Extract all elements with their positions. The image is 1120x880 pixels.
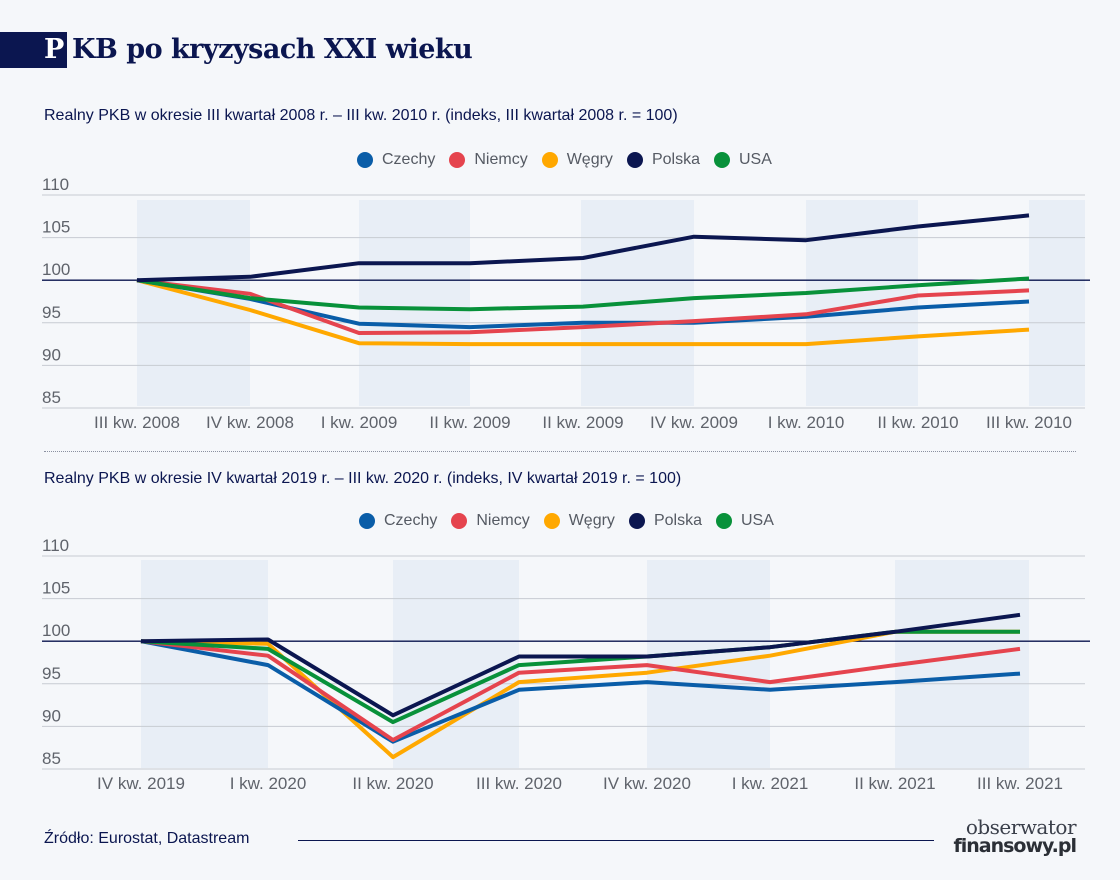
- shaded-band: [141, 560, 268, 768]
- y-tick-label: 100: [42, 621, 70, 640]
- x-tick-label: IV kw. 2008: [206, 413, 294, 432]
- series-line-czechy: [140, 639, 1021, 744]
- x-tick-label: III kw. 2010: [986, 413, 1072, 432]
- legend-item: Polska: [628, 512, 702, 530]
- legend-dot-icon: [713, 152, 730, 168]
- y-tick-label: 105: [42, 579, 70, 598]
- y-tick-label: 110: [42, 175, 69, 194]
- chart1-title: Realny PKB w okresie III kwartał 2008 r.…: [44, 107, 678, 124]
- legend-dot-icon: [449, 152, 466, 168]
- series-line-polska: [136, 213, 1030, 283]
- series-line-węgry: [136, 278, 1030, 347]
- series-line-usa: [136, 276, 1030, 312]
- x-tick-label: IV kw. 2009: [650, 413, 738, 432]
- y-tick-label: 100: [42, 260, 70, 279]
- legend-dot-icon: [715, 513, 732, 529]
- legend-label: USA: [740, 512, 774, 529]
- source-note: Źródło: Eurostat, Datastream: [44, 830, 250, 847]
- x-tick-label: II kw. 2009: [542, 413, 623, 432]
- x-tick-label: III kw. 2008: [94, 413, 180, 432]
- x-tick-label: IV kw. 2019: [97, 774, 185, 793]
- y-tick-label: 95: [42, 664, 61, 683]
- series-line-niemcy: [136, 278, 1030, 335]
- legend-item: Węgry: [543, 512, 615, 530]
- legend-label: Niemcy: [476, 512, 530, 529]
- x-tick-label: I kw. 2021: [732, 774, 809, 793]
- series-line-niemcy: [140, 639, 1021, 742]
- x-tick-label: II kw. 2010: [877, 413, 958, 432]
- legend-dot-icon: [541, 152, 558, 168]
- logo-line1: obserwator: [965, 815, 1077, 839]
- legend-dot-icon: [543, 513, 560, 529]
- series-line-polska: [140, 612, 1021, 718]
- legend-dot-icon: [451, 513, 468, 529]
- legend-item: Niemcy: [449, 151, 528, 169]
- chart2-title: Realny PKB w okresie IV kwartał 2019 r. …: [44, 470, 682, 487]
- title-initial: P: [44, 34, 65, 65]
- x-tick-label: I kw. 2009: [321, 413, 398, 432]
- separator: [44, 451, 1076, 452]
- x-tick-label: I kw. 2010: [768, 413, 845, 432]
- chart2-legend: Czechy Niemcy Węgry Polska USA: [359, 512, 774, 530]
- legend-label: Polska: [653, 512, 702, 529]
- legend-item: USA: [715, 512, 774, 530]
- legend-item: USA: [713, 151, 772, 169]
- y-tick-label: 105: [42, 218, 70, 237]
- y-tick-label: 110: [42, 536, 69, 555]
- y-tick-label: 95: [42, 303, 61, 322]
- y-tick-label: 85: [42, 388, 61, 407]
- y-tick-label: 90: [42, 345, 61, 364]
- legend-label: Węgry: [568, 512, 615, 529]
- title-accent-box: [0, 32, 67, 68]
- legend-item: Czechy: [357, 151, 435, 169]
- logo-line2: finansowy.pl: [953, 835, 1077, 857]
- page-title: KB po kryzysach XXI wieku: [72, 34, 473, 65]
- legend-dot-icon: [357, 152, 373, 168]
- x-tick-label: I kw. 2020: [230, 774, 307, 793]
- legend-dot-icon: [626, 152, 643, 168]
- legend-label: USA: [738, 151, 772, 168]
- chart1-legend: Czechy Niemcy Węgry Polska USA: [357, 151, 772, 169]
- source-rule: [298, 840, 934, 841]
- y-tick-label: 90: [42, 706, 61, 725]
- x-tick-label: IV kw. 2020: [603, 774, 691, 793]
- legend-label: Polska: [651, 151, 700, 168]
- legend-item: Czechy: [359, 512, 437, 530]
- y-tick-label: 85: [42, 749, 61, 768]
- x-tick-label: III kw. 2021: [977, 774, 1063, 793]
- x-tick-label: II kw. 2021: [854, 774, 935, 793]
- legend-item: Węgry: [541, 151, 613, 169]
- x-tick-label: II kw. 2009: [429, 413, 510, 432]
- x-tick-label: II kw. 2020: [352, 774, 433, 793]
- legend-label: Niemcy: [474, 151, 528, 168]
- legend-dot-icon: [628, 513, 645, 529]
- logo: obserwator finansowy.pl: [950, 815, 1077, 857]
- legend-item: Polska: [626, 151, 700, 169]
- legend-label: Czechy: [382, 151, 436, 168]
- legend-label: Węgry: [566, 151, 613, 168]
- shaded-band: [359, 200, 470, 406]
- legend-item: Niemcy: [451, 512, 530, 530]
- legend-dot-icon: [359, 513, 375, 529]
- x-tick-label: III kw. 2020: [476, 774, 562, 793]
- legend-label: Czechy: [384, 512, 438, 529]
- shaded-band: [1029, 200, 1085, 406]
